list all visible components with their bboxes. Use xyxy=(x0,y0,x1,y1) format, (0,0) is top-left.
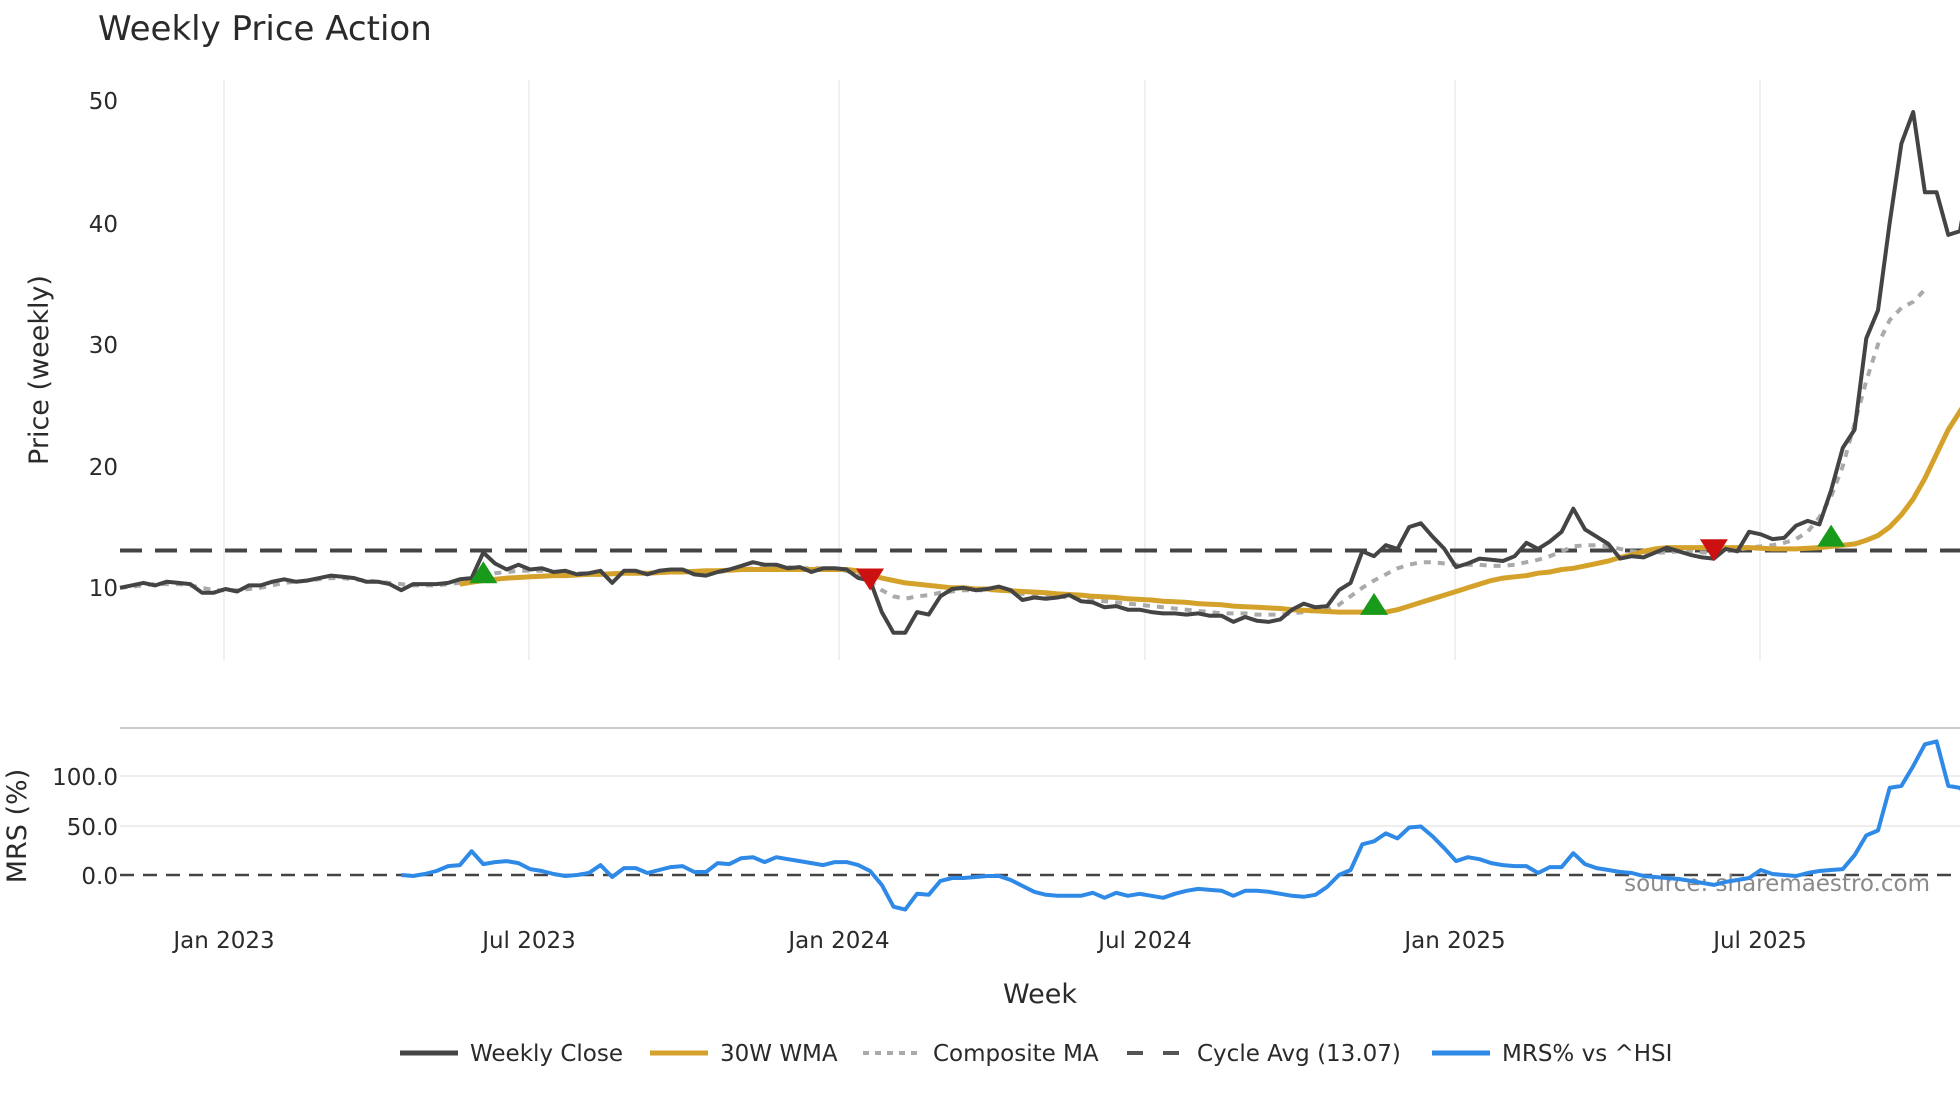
mrs-panel: 100.0 50.0 0.0 MRS (%) source: sharemaes… xyxy=(2,739,1960,912)
x-tick-jul-2024: Jul 2024 xyxy=(1096,928,1192,954)
mrs-y-axis-label: MRS (%) xyxy=(2,769,33,884)
price-tick-50: 50 xyxy=(89,89,118,115)
sell-signal-triangle-icon xyxy=(856,568,885,591)
legend-item-composite-ma[interactable]: Composite MA xyxy=(863,1041,1099,1067)
vertical-gridlines xyxy=(223,80,1761,660)
weekly-close-line xyxy=(119,110,1960,635)
x-tick-jan-2024: Jan 2024 xyxy=(786,928,889,954)
x-axis-ticks: Jan 2023 Jul 2023 Jan 2024 Jul 2024 Jan … xyxy=(171,928,1806,954)
wma-30w-line xyxy=(459,406,1960,615)
price-y-axis-label: Price (weekly) xyxy=(24,275,55,465)
composite-ma-line xyxy=(119,288,1927,617)
legend-item-cycle-avg[interactable]: Cycle Avg (13.07) xyxy=(1127,1041,1401,1067)
x-tick-jul-2023: Jul 2023 xyxy=(480,928,576,954)
price-tick-20: 20 xyxy=(89,455,118,481)
mrs-tick-100: 100.0 xyxy=(52,765,118,791)
legend-item-weekly-close[interactable]: Weekly Close xyxy=(400,1041,623,1067)
legend: Weekly Close 30W WMA Composite MA Cycle … xyxy=(400,1041,1672,1067)
legend-label: MRS% vs ^HSI xyxy=(1502,1041,1672,1067)
chart-title: Weekly Price Action xyxy=(98,9,432,49)
legend-label: Cycle Avg (13.07) xyxy=(1197,1041,1401,1067)
legend-item-30w-wma[interactable]: 30W WMA xyxy=(650,1041,838,1067)
signal-markers xyxy=(469,524,1846,615)
mrs-tick-50: 50.0 xyxy=(67,815,118,841)
price-tick-10: 10 xyxy=(89,576,118,602)
price-tick-40: 40 xyxy=(89,212,118,238)
buy-signal-triangle-icon xyxy=(1360,592,1389,615)
price-y-ticks: 50 40 30 20 10 xyxy=(89,89,118,602)
legend-label: Composite MA xyxy=(933,1041,1099,1067)
x-tick-jul-2025: Jul 2025 xyxy=(1711,928,1807,954)
buy-signal-triangle-icon xyxy=(1817,524,1846,547)
mrs-tick-0: 0.0 xyxy=(81,864,118,890)
legend-label: Weekly Close xyxy=(470,1041,623,1067)
mrs-line xyxy=(401,739,1960,912)
price-panel: 50 40 30 20 10 Price (weekly) xyxy=(24,80,1960,660)
buy-signal-triangle-icon xyxy=(469,561,498,584)
legend-label: 30W WMA xyxy=(720,1041,838,1067)
sell-signal-triangle-icon xyxy=(1699,539,1728,562)
x-axis-label: Week xyxy=(1003,979,1077,1010)
x-tick-jan-2023: Jan 2023 xyxy=(171,928,274,954)
legend-item-mrs[interactable]: MRS% vs ^HSI xyxy=(1432,1041,1672,1067)
price-tick-30: 30 xyxy=(89,333,118,359)
x-tick-jan-2025: Jan 2025 xyxy=(1402,928,1505,954)
